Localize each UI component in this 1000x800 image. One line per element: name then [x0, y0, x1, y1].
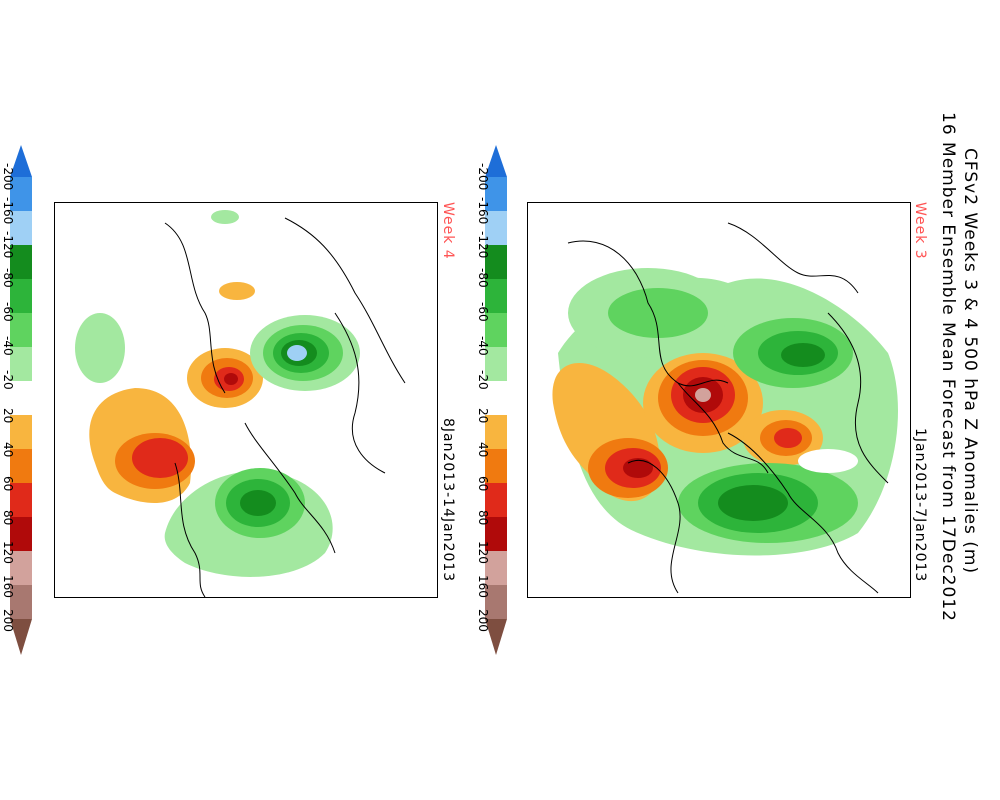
colorbar-tick: -200	[1, 163, 15, 191]
map-panel-week-4	[54, 202, 438, 598]
panel-week-4-label: Week 4	[440, 202, 456, 260]
colorbar-tick: -80	[476, 268, 490, 288]
colorbar-tick: 80	[476, 510, 490, 526]
chart-subtitle: 16 Member Ensemble Mean Forecast from 17…	[938, 112, 958, 622]
colorbar-tick: 160	[476, 575, 490, 598]
colorbar-tick: -160	[476, 197, 490, 225]
chart-title: CFSv2 Weeks 3 & 4 500 hPa Z Anomalies (m…	[960, 148, 980, 575]
colorbar-tick: -80	[1, 268, 15, 288]
colorbar-tick: -40	[1, 336, 15, 356]
colorbar-tick: -60	[1, 302, 15, 322]
panel-week-3-label: Week 3	[912, 202, 928, 260]
colorbar-tick: 40	[476, 442, 490, 458]
panel-week-4-dates: 8Jan2013-14Jan2013	[440, 418, 456, 583]
colorbar-tick: -120	[1, 231, 15, 259]
colorbar-tick: 120	[476, 541, 490, 564]
colorbar-tick: 60	[1, 476, 15, 492]
map-panel-week-3	[527, 202, 911, 598]
colorbar-tick: -160	[1, 197, 15, 225]
colorbar-tick: 160	[1, 575, 15, 598]
colorbar-tick: -40	[476, 336, 490, 356]
panel-week-3-dates: 1Jan2013-7Jan2013	[912, 428, 928, 583]
colorbar-tick: 120	[1, 541, 15, 564]
colorbar-tick: -120	[476, 231, 490, 259]
colorbar-tick: -60	[476, 302, 490, 322]
anomaly-map-week-4	[75, 210, 406, 597]
colorbar-tick: 200	[476, 609, 490, 632]
colorbar-tick: -20	[1, 370, 15, 390]
colorbar-left	[10, 145, 32, 655]
colorbar-left-scale	[10, 145, 32, 655]
colorbar-tick: 20	[476, 408, 490, 424]
colorbar-right	[485, 145, 507, 655]
colorbar-tick: 20	[1, 408, 15, 424]
colorbar-tick: 60	[476, 476, 490, 492]
colorbar-tick: -200	[476, 163, 490, 191]
colorbar-tick: 200	[1, 609, 15, 632]
colorbar-tick: -20	[476, 370, 490, 390]
colorbar-tick: 40	[1, 442, 15, 458]
colorbar-tick: 80	[1, 510, 15, 526]
colorbar-right-scale	[485, 145, 507, 655]
anomaly-map-week-3	[552, 222, 898, 594]
